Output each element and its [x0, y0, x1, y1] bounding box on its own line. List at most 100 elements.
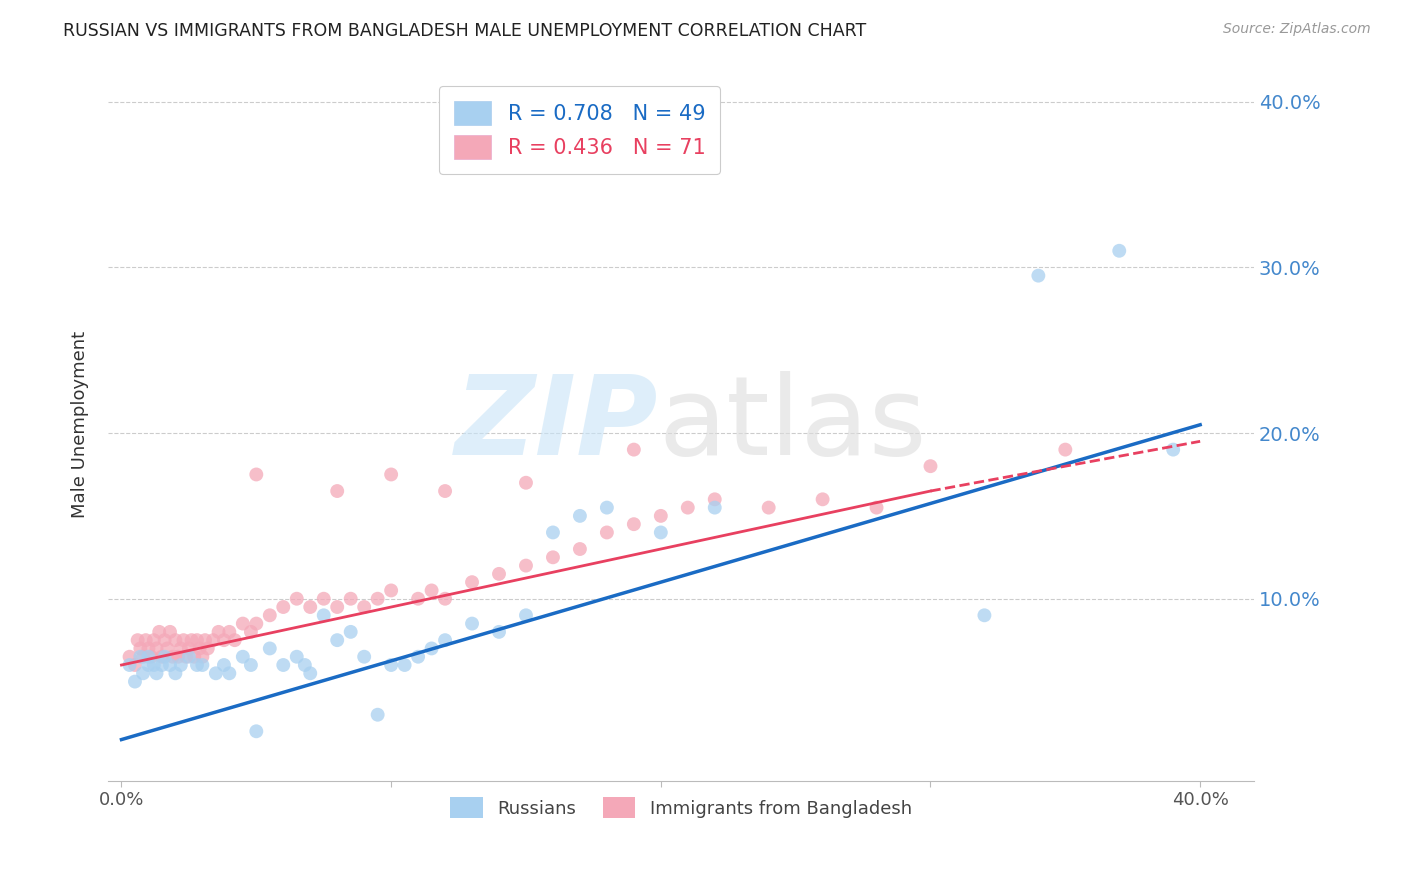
Point	[153, 649, 176, 664]
Point	[568, 508, 591, 523]
Point	[326, 483, 349, 498]
Point	[153, 633, 176, 648]
Point	[162, 649, 184, 664]
Point	[434, 483, 457, 498]
Point	[138, 649, 160, 664]
Point	[232, 649, 254, 664]
Point	[177, 641, 200, 656]
Point	[623, 517, 645, 532]
Point	[380, 583, 402, 598]
Point	[367, 591, 389, 606]
Point	[294, 658, 316, 673]
Point	[650, 508, 672, 523]
Point	[596, 500, 619, 515]
Point	[165, 633, 187, 648]
Point	[159, 658, 181, 673]
Point	[145, 666, 167, 681]
Point	[568, 542, 591, 557]
Text: RUSSIAN VS IMMIGRANTS FROM BANGLADESH MALE UNEMPLOYMENT CORRELATION CHART: RUSSIAN VS IMMIGRANTS FROM BANGLADESH MA…	[63, 22, 866, 40]
Point	[232, 616, 254, 631]
Point	[811, 492, 834, 507]
Point	[515, 558, 537, 573]
Point	[127, 633, 149, 648]
Point	[150, 658, 173, 673]
Point	[380, 467, 402, 482]
Point	[973, 608, 995, 623]
Point	[156, 641, 179, 656]
Point	[271, 600, 294, 615]
Point	[394, 658, 416, 673]
Point	[197, 641, 219, 656]
Point	[312, 608, 335, 623]
Point	[202, 633, 225, 648]
Point	[650, 525, 672, 540]
Point	[177, 649, 200, 664]
Point	[132, 649, 155, 664]
Point	[212, 633, 235, 648]
Point	[596, 525, 619, 540]
Point	[676, 500, 699, 515]
Point	[920, 459, 942, 474]
Text: ZIP: ZIP	[454, 371, 658, 478]
Point	[212, 658, 235, 673]
Point	[165, 666, 187, 681]
Point	[420, 583, 443, 598]
Point	[623, 442, 645, 457]
Point	[406, 591, 429, 606]
Point	[118, 649, 141, 664]
Point	[170, 641, 193, 656]
Point	[145, 641, 167, 656]
Point	[159, 624, 181, 639]
Point	[148, 624, 170, 639]
Point	[191, 658, 214, 673]
Point	[541, 525, 564, 540]
Y-axis label: Male Unemployment: Male Unemployment	[72, 331, 89, 518]
Point	[865, 500, 887, 515]
Point	[312, 591, 335, 606]
Point	[170, 658, 193, 673]
Point	[1108, 244, 1130, 258]
Point	[139, 649, 162, 664]
Point	[339, 591, 361, 606]
Point	[135, 633, 157, 648]
Point	[239, 658, 262, 673]
Point	[515, 475, 537, 490]
Point	[218, 666, 240, 681]
Point	[488, 566, 510, 581]
Point	[1161, 442, 1184, 457]
Point	[434, 591, 457, 606]
Point	[758, 500, 780, 515]
Point	[124, 658, 146, 673]
Point	[367, 707, 389, 722]
Point	[1028, 268, 1050, 283]
Point	[150, 649, 173, 664]
Point	[299, 600, 322, 615]
Point	[138, 658, 160, 673]
Point	[207, 624, 229, 639]
Point	[353, 600, 375, 615]
Point	[205, 666, 228, 681]
Point	[1054, 442, 1077, 457]
Point	[186, 658, 208, 673]
Point	[138, 641, 160, 656]
Point	[271, 658, 294, 673]
Point	[380, 658, 402, 673]
Point	[353, 649, 375, 664]
Legend: Russians, Immigrants from Bangladesh: Russians, Immigrants from Bangladesh	[443, 790, 920, 825]
Point	[118, 658, 141, 673]
Point	[326, 633, 349, 648]
Point	[183, 649, 205, 664]
Point	[434, 633, 457, 648]
Point	[167, 649, 190, 664]
Point	[142, 658, 165, 673]
Point	[129, 641, 152, 656]
Point	[194, 633, 217, 648]
Point	[218, 624, 240, 639]
Text: atlas: atlas	[658, 371, 927, 478]
Point	[488, 624, 510, 639]
Point	[259, 641, 281, 656]
Point	[326, 600, 349, 615]
Point	[129, 649, 152, 664]
Point	[461, 616, 484, 631]
Point	[461, 575, 484, 590]
